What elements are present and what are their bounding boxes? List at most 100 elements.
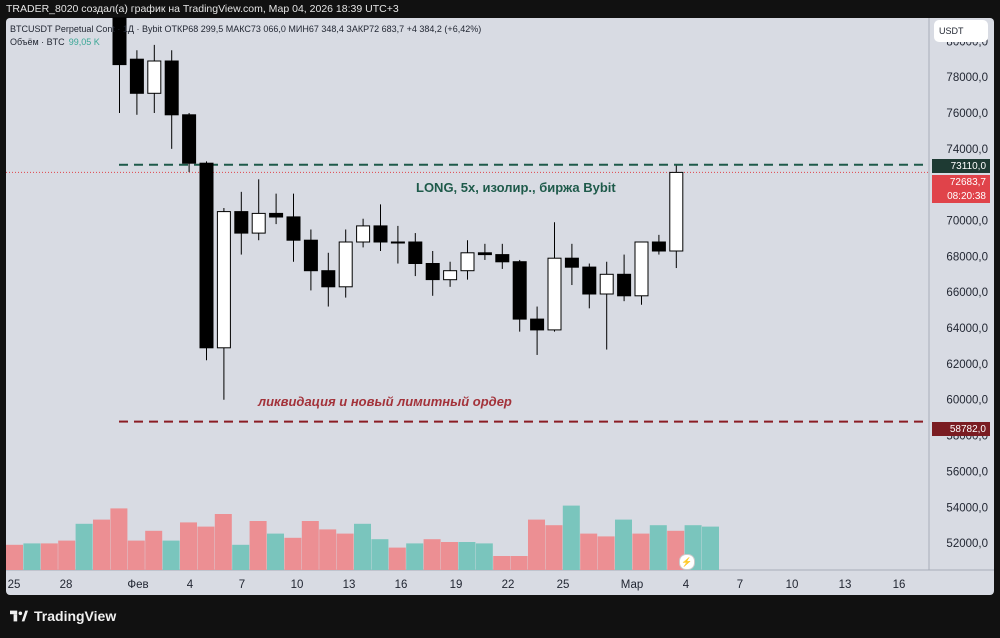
candle-body xyxy=(303,239,318,272)
candle-body xyxy=(164,60,179,116)
volume-bar xyxy=(649,525,667,570)
candle xyxy=(651,234,666,255)
candle-body xyxy=(338,241,353,288)
time-tick-label: 22 xyxy=(502,579,515,591)
volume-bar xyxy=(180,522,197,570)
candle xyxy=(129,50,144,115)
countdown-label: 08:20:38 xyxy=(932,189,990,203)
time-tick-label: 4 xyxy=(187,579,194,591)
candle xyxy=(147,44,162,113)
price-tick-label: 68000,0 xyxy=(946,251,988,263)
volume-bar xyxy=(632,533,650,570)
plot-background xyxy=(6,18,994,595)
candle-body xyxy=(460,252,475,272)
chart-title: TRADER_8020 создал(а) график на TradingV… xyxy=(6,3,399,15)
candle xyxy=(599,261,614,350)
candle-body xyxy=(599,273,614,295)
volume-legend[interactable]: Объём · BTC 99,05 K xyxy=(10,37,100,47)
volume-bar xyxy=(145,530,163,570)
volume-bar xyxy=(58,540,76,570)
candle xyxy=(669,165,684,269)
volume-bar xyxy=(75,523,93,570)
candle-body xyxy=(582,266,597,295)
candle xyxy=(286,193,301,262)
time-tick-label: 19 xyxy=(450,579,463,591)
volume-bar xyxy=(6,544,23,570)
volume-bar xyxy=(441,542,458,570)
candle xyxy=(443,261,458,287)
time-tick-label: Мар xyxy=(621,579,644,591)
candle-body xyxy=(495,254,510,263)
volume-bar xyxy=(510,556,528,570)
candle xyxy=(199,161,214,361)
volume-bar xyxy=(615,519,632,570)
candle-body xyxy=(286,216,301,241)
candle xyxy=(216,207,231,400)
candle xyxy=(460,240,475,280)
candle-body xyxy=(669,171,684,252)
volume-bar xyxy=(597,536,615,570)
tradingview-logo[interactable]: TradingView xyxy=(10,608,116,624)
candle-body xyxy=(547,257,562,331)
lightning-icon[interactable]: ⚡ xyxy=(679,554,695,570)
volume-bar xyxy=(458,542,476,570)
volume-bar xyxy=(371,539,389,570)
candle-body xyxy=(356,225,371,243)
candle-body xyxy=(129,58,144,94)
candle xyxy=(234,191,249,255)
candle-body xyxy=(390,241,405,244)
volume-bar xyxy=(423,539,441,570)
volume-bar xyxy=(336,533,354,570)
candle-body xyxy=(269,212,284,218)
candle xyxy=(425,250,440,296)
candle xyxy=(112,17,127,113)
candle xyxy=(390,225,405,264)
candle-body xyxy=(617,273,632,297)
time-tick-label: 25 xyxy=(557,579,570,591)
candle-body xyxy=(408,241,423,264)
candle-body xyxy=(112,17,127,66)
long-level-label: 73110,0 xyxy=(932,159,990,173)
time-tick-label: 28 xyxy=(60,579,73,591)
volume-bar xyxy=(93,519,110,570)
candle xyxy=(495,243,510,269)
last-price-label: 72683,7 xyxy=(932,175,990,189)
volume-bar xyxy=(267,533,284,570)
volume-bar xyxy=(284,537,302,570)
candle-body xyxy=(199,162,214,349)
long-annotation[interactable]: LONG, 5x, изолир., биржа Bybit xyxy=(416,180,616,195)
candle xyxy=(338,229,353,298)
time-tick-label: 10 xyxy=(786,579,799,591)
volume-bar xyxy=(562,505,580,570)
price-tick-label: 76000,0 xyxy=(946,108,988,120)
price-tick-label: 74000,0 xyxy=(946,144,988,156)
volume-bar xyxy=(197,526,215,570)
volume-bar xyxy=(354,523,371,570)
candle xyxy=(164,50,179,149)
price-levels xyxy=(6,163,929,423)
price-tick-label: 52000,0 xyxy=(946,538,988,550)
liquidation-annotation[interactable]: ликвидация и новый лимитный ордер xyxy=(258,394,512,409)
volume-bar xyxy=(301,521,319,570)
time-axis: 25 28 Фев 4 7 10 13 16 19 22 25 Мар 4 7 10 13 16 xyxy=(8,579,906,591)
brand-name: TradingView xyxy=(34,608,117,624)
currency-badge[interactable]: USDT xyxy=(934,20,988,42)
volume-bar xyxy=(232,544,250,570)
symbol-legend[interactable]: BTCUSDT Perpetual Cont · 1Д · Bybit ОТКР… xyxy=(10,24,482,34)
candle-body xyxy=(182,114,197,164)
volume-legend-label: Объём · BTC xyxy=(10,37,65,47)
price-tick-label: 54000,0 xyxy=(946,502,988,514)
candle xyxy=(303,229,318,291)
candle xyxy=(356,218,371,248)
candle-body xyxy=(425,263,440,281)
tradingview-logo-icon xyxy=(10,610,28,622)
time-tick-label: Фев xyxy=(127,579,148,591)
time-tick-label: 25 xyxy=(8,579,21,591)
candle-body xyxy=(564,257,579,268)
volume-bar xyxy=(475,543,493,570)
volume-bar xyxy=(580,533,598,570)
price-axis: 80000,078000,076000,074000,072000,070000… xyxy=(946,36,988,550)
volume-bar xyxy=(23,543,41,570)
price-tick-label: 62000,0 xyxy=(946,359,988,371)
